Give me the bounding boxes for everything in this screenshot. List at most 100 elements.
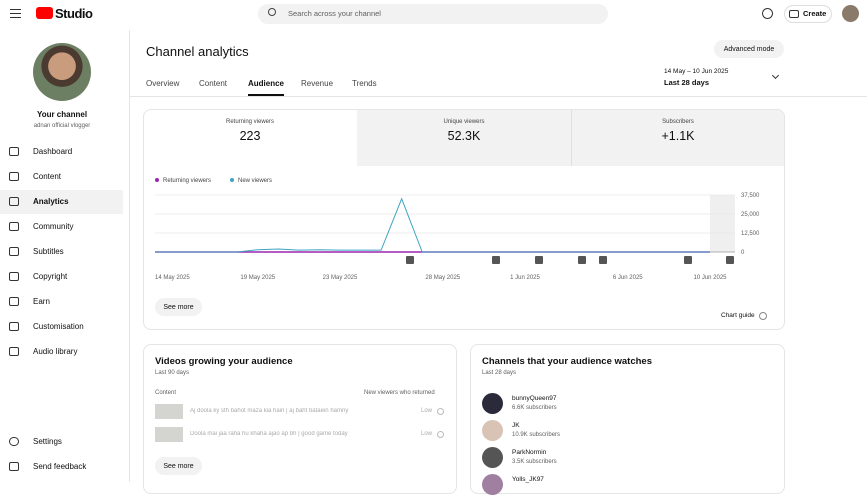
tabs-border <box>130 96 867 97</box>
nav-item[interactable]: Dashboard <box>33 147 73 156</box>
metric-divider <box>571 110 572 166</box>
search-placeholder: Search across your channel <box>288 9 381 18</box>
video-marker <box>535 256 543 264</box>
nav-icon <box>9 247 19 256</box>
metric-value[interactable]: 223 <box>239 129 261 143</box>
video-thumb[interactable] <box>155 404 183 419</box>
menu-icon[interactable] <box>10 9 21 18</box>
video-marker <box>684 256 692 264</box>
account-avatar[interactable] <box>842 5 859 22</box>
channel-name: adnan official vlogger <box>33 123 91 129</box>
nav-icon <box>9 297 19 306</box>
chart: 0 12,500 25,000 37,500 14 May 2025 19 May 202… <box>155 178 760 281</box>
legend-dot <box>155 178 159 182</box>
period[interactable]: Last 28 days <box>664 78 710 87</box>
metric-value[interactable]: +1.1K <box>661 129 695 143</box>
metric-label: Unique viewers <box>443 119 485 125</box>
video-marker <box>599 256 607 264</box>
col-content: Content <box>155 390 177 396</box>
channels-title: Channels that your audience watches <box>482 356 652 367</box>
nav-item[interactable]: Earn <box>33 297 50 306</box>
page-title: Channel analytics <box>146 44 249 59</box>
channel-name[interactable]: JK <box>512 422 520 429</box>
tab[interactable]: Audience <box>248 79 285 88</box>
nav-icon <box>9 147 19 156</box>
channel-avatar[interactable] <box>33 43 91 101</box>
advanced-mode-button[interactable]: Advanced mode <box>714 40 784 58</box>
help-icon[interactable] <box>762 8 773 19</box>
nav-item[interactable]: Content <box>33 172 62 181</box>
nav-icon <box>9 197 19 206</box>
channel-avatar[interactable] <box>482 447 503 468</box>
x-tick-label: 10 Jun 2025 <box>693 275 727 281</box>
channel-avatar[interactable] <box>482 474 503 495</box>
search-icon <box>268 8 276 16</box>
chart-guide-icon <box>759 312 767 320</box>
channel-subs: 3.5K subscribers <box>512 459 557 465</box>
tab[interactable]: Content <box>199 79 228 88</box>
metric-label: Subscribers <box>662 119 694 125</box>
partial-data-band <box>710 195 735 252</box>
videos-title: Videos growing your audience <box>155 356 293 367</box>
video-marker <box>492 256 500 264</box>
page: {"header":{"logo":"Studio","search":"Sea… <box>0 4 867 495</box>
x-tick-label: 14 May 2025 <box>155 275 190 281</box>
legend-label: New viewers <box>238 178 272 184</box>
nav-item[interactable]: Send feedback <box>33 462 87 471</box>
channel-name[interactable]: ParkNormin <box>512 449 547 456</box>
y-tick-label: 37,500 <box>741 193 760 199</box>
legend-label: Returning viewers <box>163 178 211 184</box>
videos-see-more[interactable]: See more <box>155 457 202 475</box>
nav-item[interactable]: Audio library <box>33 347 78 356</box>
chart-guide[interactable]: Chart guide <box>721 312 755 319</box>
create-button[interactable] <box>784 5 832 23</box>
tab[interactable]: Overview <box>146 79 180 88</box>
x-tick-label: 23 May 2025 <box>323 275 358 281</box>
nav-item[interactable]: Subtitles <box>33 247 64 256</box>
date-range: 14 May – 10 Jun 2025 <box>664 68 729 75</box>
logo-text[interactable]: Studio <box>55 6 93 21</box>
video-marker <box>406 256 414 264</box>
channels-card <box>470 344 785 494</box>
nav-item[interactable]: Customisation <box>33 322 84 331</box>
x-tick-label: 6 Jun 2025 <box>613 275 643 281</box>
nav-item[interactable]: Copyright <box>33 272 68 281</box>
nav-icon <box>9 347 19 356</box>
nav-icon <box>9 272 19 281</box>
x-tick-label: 1 Jun 2025 <box>510 275 540 281</box>
active-nav-bg <box>0 190 123 214</box>
metric-tabs-bg <box>357 110 784 166</box>
nav-icon <box>9 437 19 446</box>
channel-avatar[interactable] <box>482 393 503 414</box>
nav-icon <box>9 462 19 471</box>
videos-period: Last 90 days <box>155 370 190 376</box>
nav-icon <box>9 322 19 331</box>
nav-icon <box>9 222 19 231</box>
tab[interactable]: Trends <box>352 79 377 88</box>
tab-underline <box>248 94 284 96</box>
channels-period: Last 28 days <box>482 370 517 376</box>
channel-subs: 6.6K subscribers <box>512 405 557 411</box>
video-marker <box>726 256 734 264</box>
channel-subs: 10.9K subscribers <box>512 432 561 438</box>
see-more-button[interactable]: See more <box>155 298 202 316</box>
tab[interactable]: Revenue <box>301 79 334 88</box>
video-title[interactable]: Doola mai jaa raha hu khaha ajao ap bh |… <box>190 431 348 437</box>
metric-value[interactable]: 52.3K <box>447 129 481 143</box>
nav-item[interactable]: Community <box>33 222 74 231</box>
info-icon <box>437 408 444 415</box>
channel-name[interactable]: bunnyQueen97 <box>512 395 557 402</box>
video-title[interactable]: Aj doola ky sth bahot maza kia hain | aj… <box>190 408 349 414</box>
nav-item[interactable]: Settings <box>33 437 62 446</box>
video-metric: Low <box>421 431 433 437</box>
nav-item[interactable]: Analytics <box>33 197 69 206</box>
x-tick-label: 19 May 2025 <box>240 275 275 281</box>
search-box[interactable] <box>258 4 608 24</box>
channel-name[interactable]: Yolls_JK97 <box>512 476 544 483</box>
y-tick-label: 12,500 <box>741 231 760 237</box>
info-icon <box>437 431 444 438</box>
video-thumb[interactable] <box>155 427 183 442</box>
nav-icon <box>9 172 19 181</box>
channel-title: Your channel <box>36 110 88 119</box>
channel-avatar[interactable] <box>482 420 503 441</box>
